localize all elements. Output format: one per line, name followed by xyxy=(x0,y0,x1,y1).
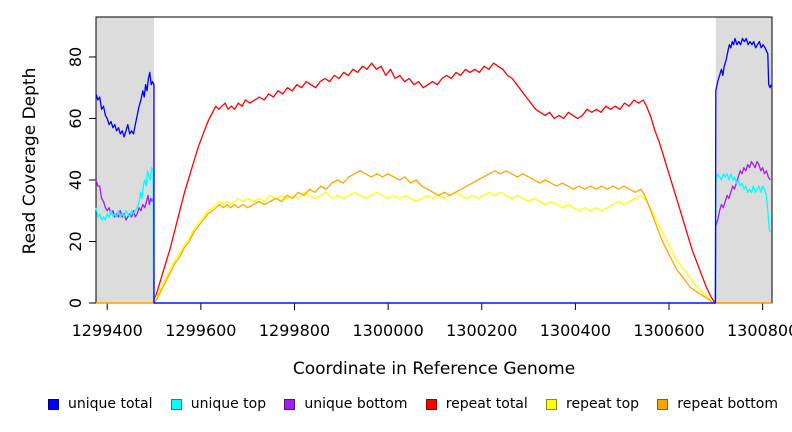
legend-item-repeat-bottom: repeat bottom xyxy=(657,396,778,412)
legend-item-unique-top: unique top xyxy=(170,396,267,412)
legend-swatch-icon xyxy=(48,398,59,410)
series-repeat-bottom xyxy=(96,170,772,304)
y-axis-title: Read Coverage Depth xyxy=(20,67,40,255)
legend-label: unique bottom xyxy=(304,396,408,412)
series-repeat-top xyxy=(96,191,716,304)
x-tick-label: 1299400 xyxy=(72,321,143,340)
x-tick-label: 1299600 xyxy=(165,321,236,340)
y-tick-label: 80 xyxy=(66,47,85,67)
y-tick-label: 40 xyxy=(66,170,85,190)
series-unique-total xyxy=(95,37,772,304)
legend: unique total unique top unique bottom repea… xyxy=(0,396,792,412)
series-unique-bottom xyxy=(95,160,771,304)
coverage-plot: 1299400 1299600 1299800 1300000 1300200 13004… xyxy=(66,16,792,340)
plot-box xyxy=(95,16,773,304)
y-tick-label: 20 xyxy=(66,231,85,251)
y-tick-label: 60 xyxy=(66,108,85,128)
x-tick-label: 1300200 xyxy=(446,321,517,340)
x-axis-title: Coordinate in Reference Genome xyxy=(292,359,576,379)
legend-label: unique total xyxy=(68,396,153,412)
legend-item-unique-total: unique total xyxy=(48,396,152,412)
x-tick-label: 1299800 xyxy=(259,321,330,340)
series-unique-top xyxy=(95,167,771,304)
series-repeat-total xyxy=(96,62,772,304)
masked-region xyxy=(96,17,155,303)
legend-swatch-icon xyxy=(657,398,669,410)
masked-region xyxy=(715,17,772,303)
legend-swatch-icon xyxy=(284,398,296,410)
legend-label: repeat total xyxy=(445,396,528,412)
legend-item-unique-bottom: unique bottom xyxy=(284,396,407,412)
legend-swatch-icon xyxy=(170,398,182,410)
legend-label: repeat top xyxy=(566,396,640,412)
legend-item-repeat-total: repeat total xyxy=(425,396,528,412)
x-tick-label: 1300600 xyxy=(633,321,704,340)
y-tick-label: 0 xyxy=(66,298,85,308)
legend-swatch-icon xyxy=(425,398,437,410)
legend-label: unique top xyxy=(190,396,267,412)
legend-label: repeat bottom xyxy=(677,396,778,412)
legend-swatch-icon xyxy=(546,398,558,410)
x-tick-label: 1300000 xyxy=(352,321,423,340)
legend-item-repeat-top: repeat top xyxy=(546,396,639,412)
x-tick-label: 1300800 xyxy=(727,321,792,340)
x-tick-label: 1300400 xyxy=(540,321,611,340)
